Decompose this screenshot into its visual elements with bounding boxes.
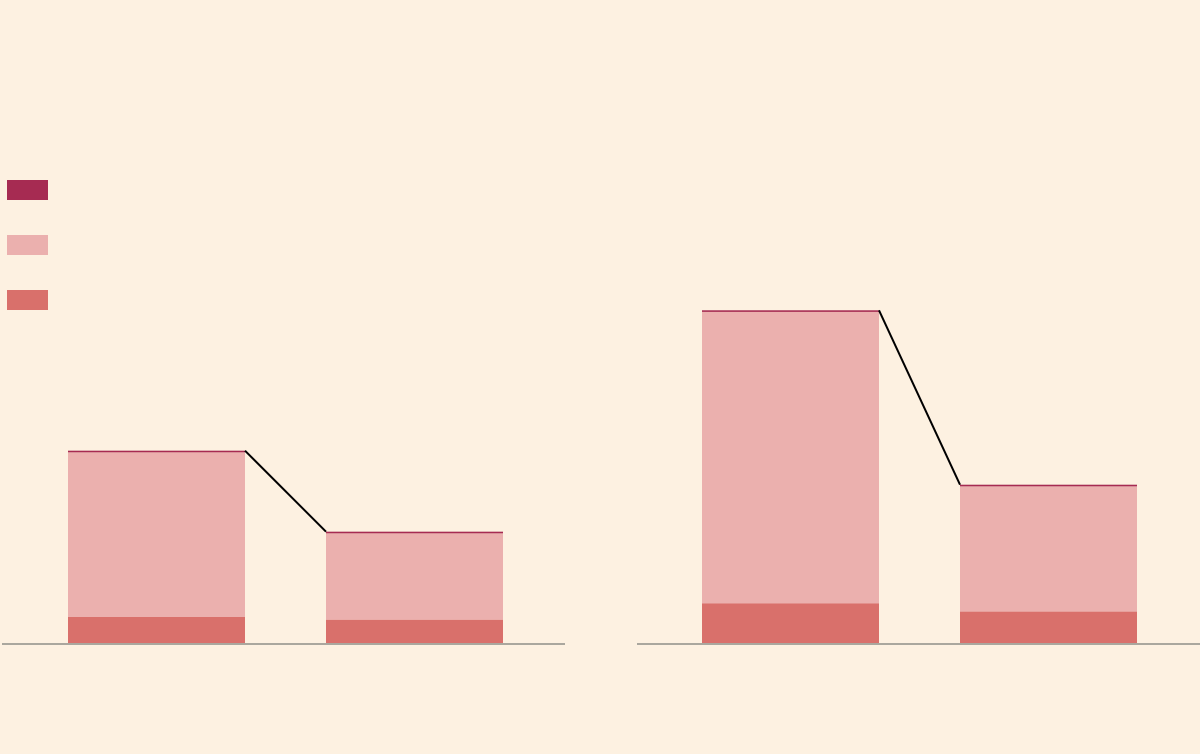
chart1-bar1-segment1 xyxy=(68,617,245,644)
chart2-bar2-segment3 xyxy=(960,484,1137,487)
chart2-bar1-segment3 xyxy=(702,310,879,312)
chart2-connector-line xyxy=(878,309,961,486)
legend-swatch-light xyxy=(7,235,48,255)
chart2-bar1-segment2 xyxy=(702,311,879,604)
chart1-bar2-segment3 xyxy=(326,531,503,534)
chart1-connector-line xyxy=(244,449,327,533)
chart2-bar2-segment1 xyxy=(960,611,1137,644)
chart1-bar2-segment2 xyxy=(326,533,503,620)
chart1-bar2-segment1 xyxy=(326,619,503,644)
legend-swatch-dark xyxy=(7,180,48,200)
chart1-bar1-segment3 xyxy=(68,450,245,453)
legend-swatch-medium xyxy=(7,290,48,310)
chart2-bar1-segment1 xyxy=(702,603,879,644)
chart2-bar2-segment2 xyxy=(960,486,1137,612)
chart1-bar1-segment2 xyxy=(68,452,245,617)
